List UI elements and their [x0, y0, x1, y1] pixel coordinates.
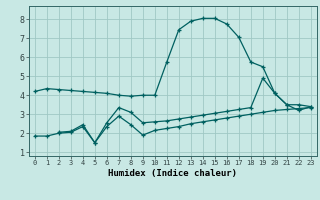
- X-axis label: Humidex (Indice chaleur): Humidex (Indice chaleur): [108, 169, 237, 178]
